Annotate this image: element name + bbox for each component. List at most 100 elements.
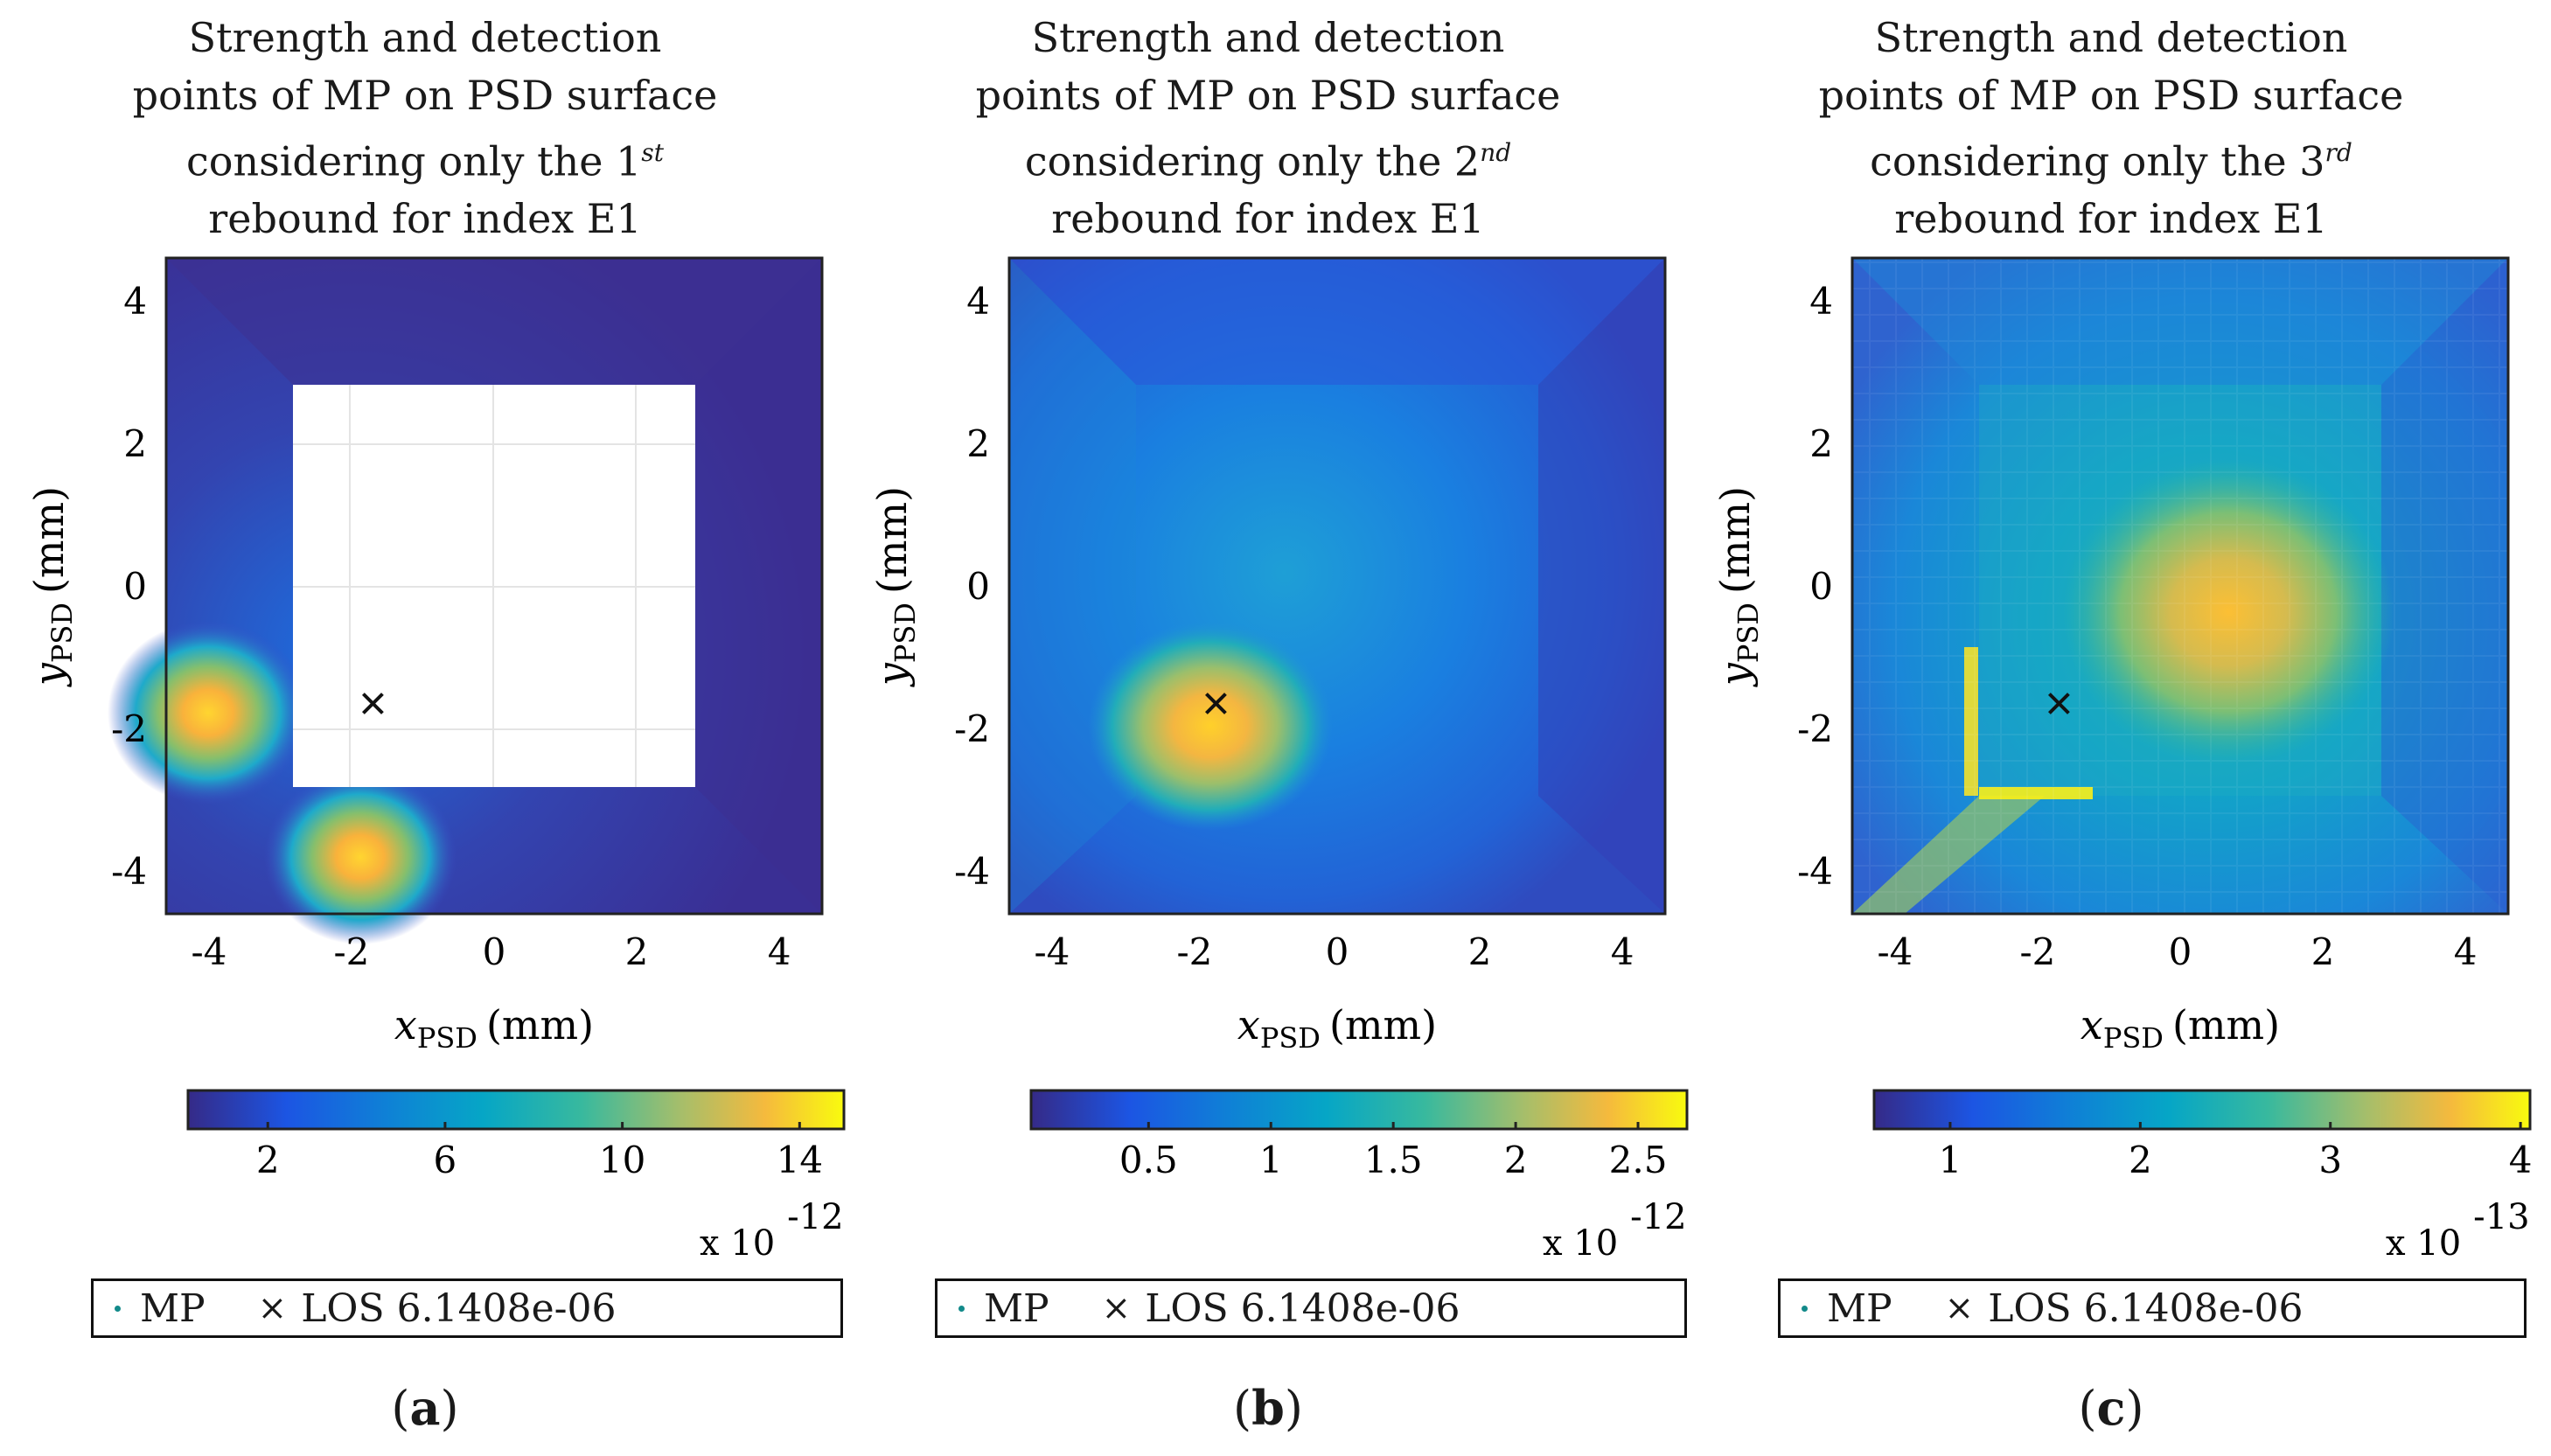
colorbar-tick-label: 1 bbox=[1259, 1139, 1283, 1181]
heatmap-area bbox=[1851, 256, 2510, 916]
inner-grid bbox=[293, 385, 695, 787]
frame-top-face bbox=[166, 258, 822, 385]
cross-icon: × bbox=[1101, 1288, 1132, 1328]
frame-top-face bbox=[1009, 258, 1665, 385]
y-axis-label: yPSD(mm) bbox=[1711, 486, 1765, 687]
x-tick-label: 2 bbox=[2311, 930, 2335, 973]
hotspot bbox=[1088, 621, 1333, 831]
los-marker-stroke bbox=[361, 693, 384, 714]
y-tick-label: -4 bbox=[954, 850, 990, 893]
los-marker bbox=[1204, 693, 1227, 714]
colorbar-gradient bbox=[186, 1089, 846, 1131]
y-tick-label: -4 bbox=[1797, 850, 1833, 893]
x-ticks: -4 -2 0 2 4 bbox=[1877, 930, 2477, 973]
colorbar-gradient bbox=[1872, 1089, 2532, 1131]
title-line: points of MP on PSD surface bbox=[132, 72, 718, 119]
legend: MP × LOS 6.1408e-06 bbox=[1778, 1278, 2527, 1338]
legend: MP × LOS 6.1408e-06 bbox=[91, 1278, 843, 1338]
y-tick-label: 4 bbox=[1809, 280, 1833, 323]
y-tick-label: -4 bbox=[111, 850, 147, 893]
x-tick-label: 4 bbox=[1611, 930, 1634, 973]
legend-los-label: LOS 6.1408e-06 bbox=[1988, 1285, 2304, 1331]
panel-label: (a) bbox=[391, 1380, 459, 1436]
panel-c: Strength and detection points of MP on P… bbox=[1686, 0, 2536, 1456]
legend-mp-label: MP bbox=[140, 1285, 206, 1331]
cross-icon: × bbox=[1944, 1288, 1975, 1328]
y-ticks: 4 2 0 -2 -4 bbox=[111, 280, 147, 893]
frame-right-face bbox=[1538, 258, 1665, 914]
chart-title: Strength and detection points of MP on P… bbox=[1686, 9, 2536, 247]
legend-los-label: LOS 6.1408e-06 bbox=[301, 1285, 617, 1331]
panel-label: (c) bbox=[2078, 1380, 2144, 1436]
colorbar: 1 2 3 4 x 10-13 bbox=[1872, 1089, 2533, 1264]
title-line: points of MP on PSD surface bbox=[975, 72, 1561, 119]
los-marker-stroke bbox=[2047, 693, 2070, 714]
title-line: rebound for index E1 bbox=[208, 195, 642, 243]
colorbar-ticks bbox=[1948, 1122, 2522, 1129]
y-tick-label: 2 bbox=[123, 422, 147, 465]
heatmap-area bbox=[108, 256, 824, 944]
los-marker bbox=[361, 693, 384, 714]
mp-dot-icon bbox=[115, 1305, 121, 1312]
y-tick-label: 0 bbox=[1809, 565, 1833, 608]
y-tick-label: 2 bbox=[1809, 422, 1833, 465]
y-tick-label: 0 bbox=[123, 565, 147, 608]
colorbar-tick-label: 2 bbox=[256, 1139, 280, 1181]
y-tick-label: 2 bbox=[966, 422, 990, 465]
colorbar-tick-label: 4 bbox=[2509, 1139, 2533, 1181]
heatmap-area bbox=[1007, 256, 1667, 916]
panel-label: (b) bbox=[1233, 1380, 1303, 1436]
title-line: considering only the 2nd bbox=[1024, 137, 1512, 185]
hotspot bbox=[108, 621, 309, 805]
y-ticks: 4 2 0 -2 -4 bbox=[954, 280, 990, 893]
colorbar: 2 6 10 14 x 10-12 bbox=[186, 1089, 846, 1264]
x-axis-label: xPSD (mm) bbox=[394, 1001, 594, 1055]
y-ticks: 4 2 0 -2 -4 bbox=[1797, 280, 1833, 893]
title-line: points of MP on PSD surface bbox=[1818, 72, 2404, 119]
title-line: Strength and detection bbox=[1874, 14, 2348, 61]
colorbar-tick-label: 2 bbox=[1504, 1139, 1528, 1181]
y-tick-label: 0 bbox=[966, 565, 990, 608]
x-tick-label: 2 bbox=[1468, 930, 1492, 973]
colorbar-gradient bbox=[1029, 1089, 1689, 1131]
legend-mp-label: MP bbox=[984, 1285, 1049, 1331]
title-line: considering only the 3rd bbox=[1870, 137, 2352, 185]
x-tick-label: -4 bbox=[1877, 930, 1913, 973]
plot-svg: 4 2 0 -2 -4 -4 -2 0 2 4 xPSD (mm) yPSD(mm… bbox=[1711, 256, 2533, 1264]
title-line: rebound for index E1 bbox=[1894, 195, 2328, 243]
x-tick-label: 4 bbox=[2454, 930, 2478, 973]
block-texture bbox=[1852, 258, 2508, 914]
x-ticks: -4 -2 0 2 4 bbox=[1034, 930, 1634, 973]
x-tick-label: -2 bbox=[1176, 930, 1212, 973]
y-tick-label: 4 bbox=[966, 280, 990, 323]
title-superscript: nd bbox=[1480, 138, 1512, 167]
title-superscript: rd bbox=[2324, 138, 2352, 167]
y-axis-label: yPSD(mm) bbox=[868, 486, 922, 687]
y-tick-label: -2 bbox=[111, 707, 147, 750]
axes-box bbox=[164, 256, 824, 916]
colorbar-tick-label: 3 bbox=[2318, 1139, 2342, 1181]
hotspot bbox=[264, 770, 457, 944]
x-tick-label: 2 bbox=[625, 930, 649, 973]
title-line: Strength and detection bbox=[1031, 14, 1505, 61]
frame-right-face bbox=[695, 258, 822, 914]
axes-box bbox=[1007, 256, 1667, 916]
x-tick-label: -2 bbox=[2019, 930, 2055, 973]
colorbar-tick-label: 10 bbox=[599, 1139, 645, 1181]
x-tick-label: -4 bbox=[1034, 930, 1070, 973]
x-tick-label: 0 bbox=[1326, 930, 1349, 973]
y-axis-label: yPSD(mm) bbox=[25, 486, 79, 687]
x-axis-label: xPSD (mm) bbox=[1237, 1001, 1437, 1055]
colorbar-tick-label: 14 bbox=[777, 1139, 823, 1181]
chart-title: Strength and detection points of MP on P… bbox=[0, 9, 850, 247]
los-marker bbox=[2047, 693, 2070, 714]
x-axis-label: xPSD (mm) bbox=[2081, 1001, 2280, 1055]
title-line: Strength and detection bbox=[188, 14, 662, 61]
x-tick-label: 0 bbox=[483, 930, 506, 973]
colorbar-exponent: x 10-13 bbox=[2386, 1197, 2530, 1264]
los-marker-stroke bbox=[1204, 693, 1227, 714]
plot-svg: 4 2 0 -2 -4 -4 -2 0 2 4 xPSD (mm) yPSD(mm… bbox=[25, 256, 846, 1264]
plot-svg: 4 2 0 -2 -4 -4 -2 0 2 4 xPSD (mm) yPSD(mm… bbox=[868, 256, 1689, 1264]
colorbar-exponent: x 10-12 bbox=[1543, 1197, 1687, 1264]
colorbar-tick-label: 1 bbox=[1939, 1139, 1962, 1181]
